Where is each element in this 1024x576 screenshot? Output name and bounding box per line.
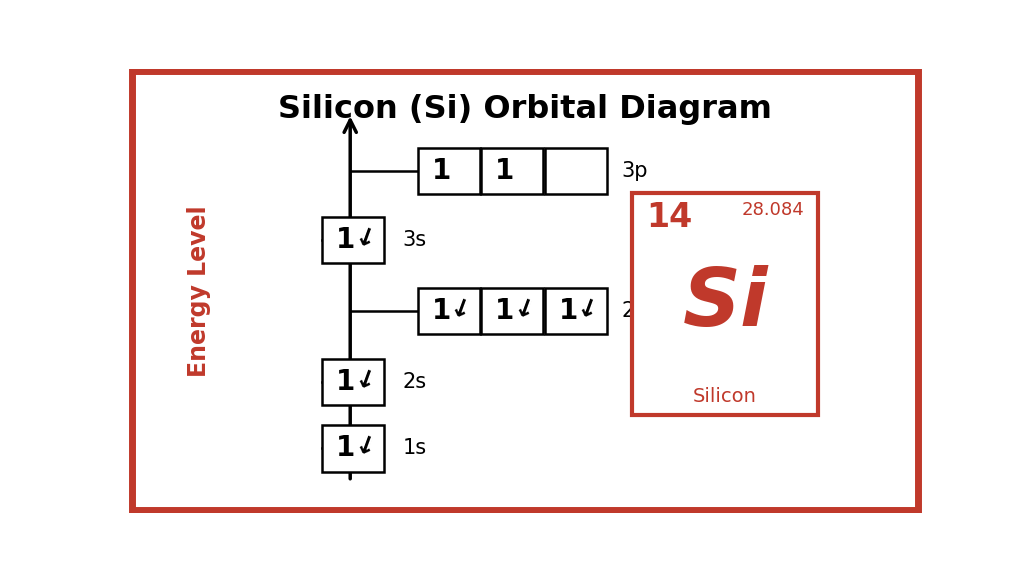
Bar [323,425,384,472]
Text: ↓: ↓ [445,296,474,325]
Text: 2s: 2s [402,372,427,392]
Bar [481,148,543,195]
Text: ↓: ↓ [350,225,379,255]
Text: ↓: ↓ [350,367,379,397]
Bar [545,287,606,334]
Bar [323,217,384,263]
Text: Silicon (Si) Orbital Diagram: Silicon (Si) Orbital Diagram [278,93,772,124]
Text: ↓: ↓ [572,296,601,325]
Text: 1s: 1s [402,438,427,458]
Text: ↓: ↓ [350,434,379,463]
Text: 1: 1 [336,434,355,463]
Text: 1: 1 [495,157,514,185]
Bar [418,287,479,334]
Text: 14: 14 [646,201,692,234]
Bar [632,194,818,415]
Text: Si: Si [682,265,768,343]
Text: 1: 1 [558,297,578,325]
Text: ↓: ↓ [509,296,538,325]
Bar [418,148,479,195]
Text: 1: 1 [431,297,451,325]
Text: 3p: 3p [622,161,648,181]
Text: Silicon: Silicon [693,387,757,406]
Bar [323,358,384,405]
Bar [545,148,606,195]
Bar [481,287,543,334]
Text: 2p: 2p [622,301,648,321]
Text: 3s: 3s [402,230,427,250]
Text: Energy Level: Energy Level [187,205,211,377]
Text: 1: 1 [495,297,514,325]
Text: 1: 1 [431,157,451,185]
Text: 28.084: 28.084 [741,201,804,219]
Text: 1: 1 [336,368,355,396]
Text: 1: 1 [336,226,355,254]
